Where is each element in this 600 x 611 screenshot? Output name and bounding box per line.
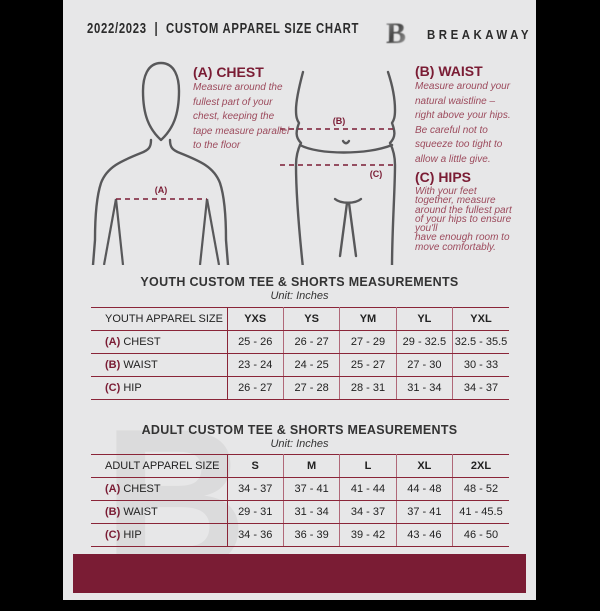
svg-text:B: B [386,17,406,50]
svg-text:(C): (C) [370,169,383,179]
svg-text:(A): (A) [155,185,168,195]
